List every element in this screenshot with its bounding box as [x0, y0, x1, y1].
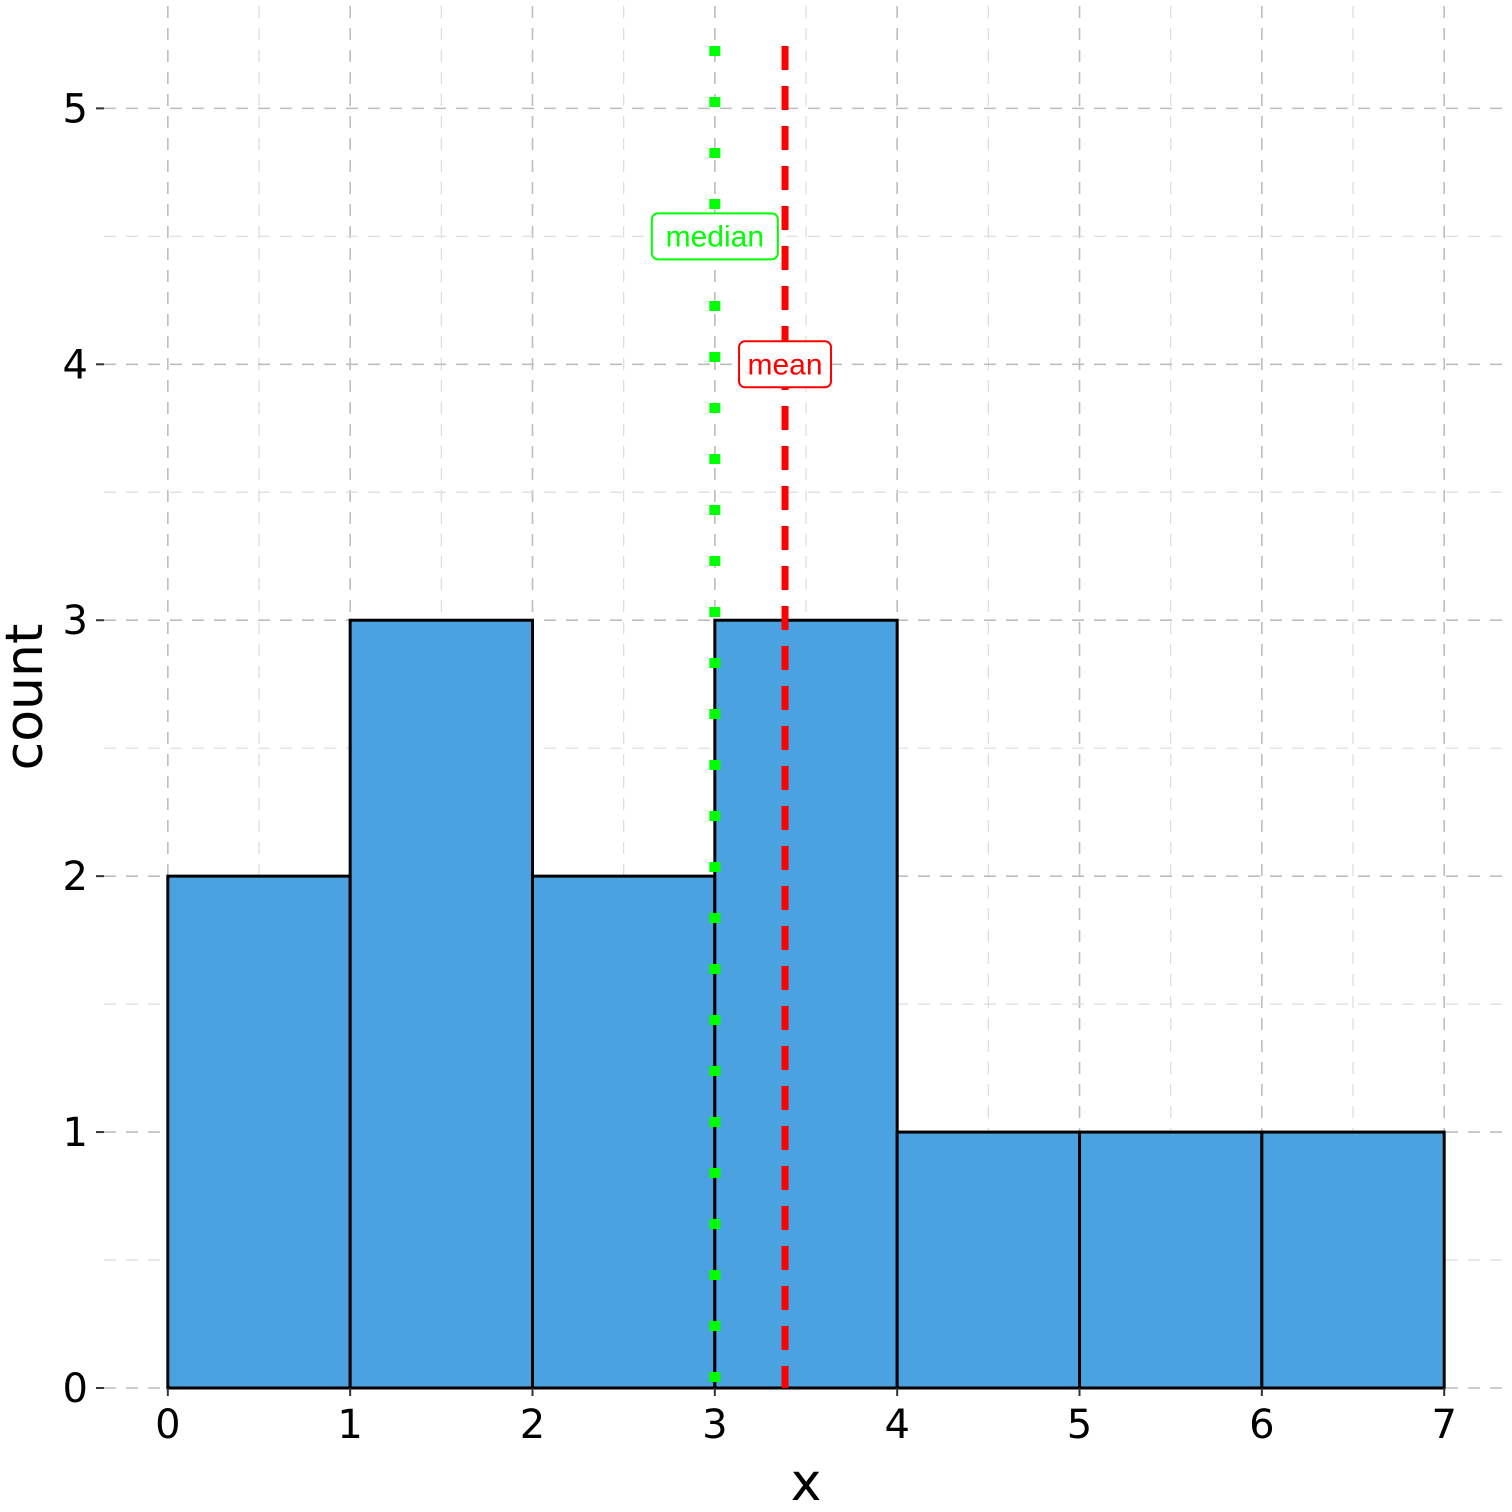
- x-tick-label: 0: [155, 1402, 180, 1448]
- x-tick-label: 2: [520, 1402, 545, 1448]
- axes: 0 1 2 3 4 5 6 7 0 1 2 3 4 5: [63, 86, 1457, 1448]
- histogram-bar-6: [1260, 1130, 1446, 1390]
- x-tick-label: 6: [1249, 1402, 1274, 1448]
- histogram-bar-3: [713, 618, 899, 1390]
- histogram-bar-4: [895, 1130, 1082, 1390]
- median-label-box: [650, 212, 779, 261]
- median-label: median: [666, 220, 764, 253]
- x-tick-label: 4: [884, 1402, 909, 1448]
- y-tick-label: 3: [63, 598, 88, 644]
- mean-label-box: [738, 340, 833, 389]
- y-tick-label: 1: [63, 1110, 88, 1156]
- x-tick-label: 7: [1431, 1402, 1456, 1448]
- axis-labels: x count: [0, 624, 821, 1512]
- y-tick-label: 5: [63, 86, 88, 132]
- histogram-bar-0: [166, 874, 352, 1390]
- y-tick-label: 2: [63, 854, 88, 900]
- reference-lines: median mean: [650, 46, 833, 1388]
- mean-label: mean: [748, 348, 823, 381]
- x-tick-label: 3: [702, 1402, 727, 1448]
- bars: [166, 618, 1446, 1390]
- x-axis-title: x: [791, 1453, 822, 1512]
- x-tick-label: 5: [1067, 1402, 1092, 1448]
- x-tick-label: 1: [337, 1402, 362, 1448]
- y-axis-title: count: [0, 624, 55, 771]
- y-tick-label: 0: [63, 1366, 88, 1412]
- y-tick-label: 4: [63, 342, 88, 388]
- histogram-bar-1: [348, 618, 534, 1390]
- histogram-bar-5: [1078, 1130, 1264, 1390]
- histogram-bar-2: [530, 874, 717, 1390]
